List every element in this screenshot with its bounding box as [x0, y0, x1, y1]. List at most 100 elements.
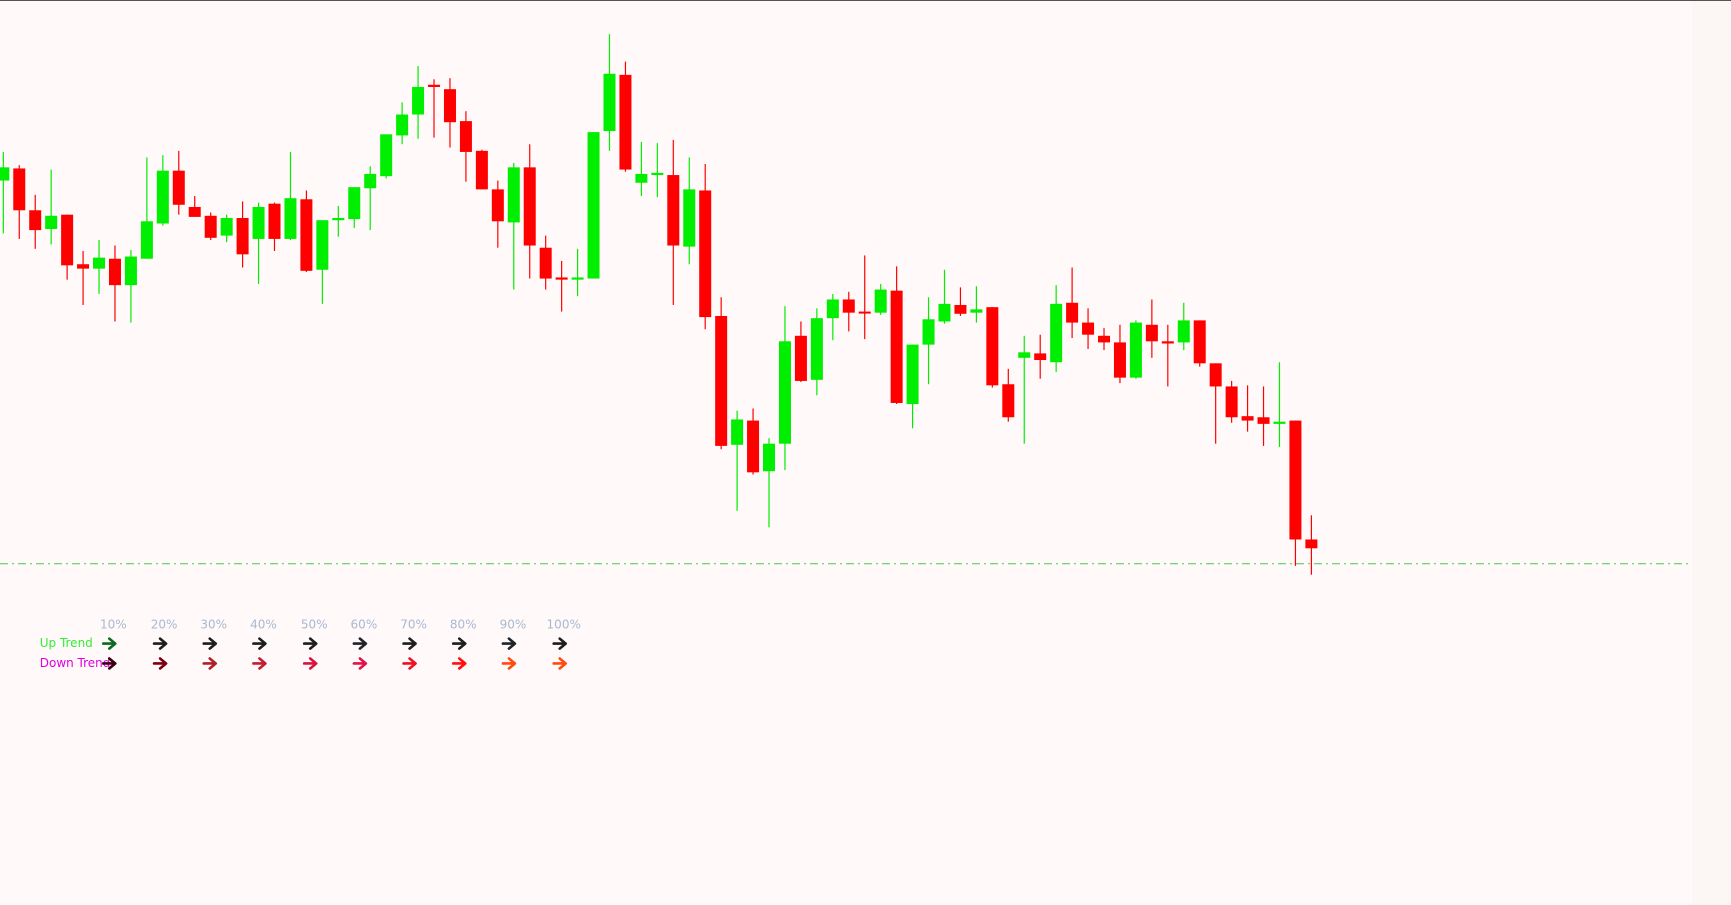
price-scale-strip [1692, 0, 1731, 905]
candle-body [571, 277, 584, 280]
candle-body [332, 217, 345, 221]
candle-body [842, 299, 855, 313]
candle-body [635, 173, 648, 183]
candle-body [539, 247, 552, 279]
candle-body [156, 170, 169, 224]
candle-body [475, 150, 488, 190]
candle-body [619, 74, 632, 170]
candle-body [1066, 302, 1079, 323]
candle-body [300, 199, 313, 271]
candle-body [603, 73, 616, 132]
candle-body [587, 132, 600, 279]
trend-arrow [552, 657, 568, 670]
candle-body [172, 170, 185, 205]
column-header: 80% [450, 617, 477, 631]
candle-body [1209, 363, 1222, 387]
candle-body [794, 335, 807, 381]
trend-arrow [152, 657, 168, 670]
candle-body [380, 134, 393, 177]
column-header: 100% [547, 617, 581, 631]
candle-body [507, 167, 520, 223]
candle-body [1257, 417, 1270, 424]
candle-body [874, 289, 887, 313]
candle-body [954, 304, 967, 314]
trend-arrow [252, 637, 267, 650]
candle-body [810, 318, 823, 380]
candle-body [1098, 335, 1111, 343]
candle-body [715, 315, 728, 446]
trend-arrow [202, 657, 218, 670]
candle-body [1193, 320, 1206, 364]
candle-body [188, 206, 201, 217]
row-label: Down Trend [40, 656, 111, 670]
candle-body [13, 168, 26, 211]
trend-arrow [552, 637, 568, 650]
candle-body [428, 84, 441, 87]
column-header: 60% [351, 617, 378, 631]
candle-body [108, 258, 121, 286]
trend-arrow [302, 637, 318, 650]
candle-body [778, 341, 791, 444]
candle-body [667, 175, 680, 246]
column-header: 20% [151, 617, 178, 631]
candle-body [459, 121, 472, 152]
candle-body [316, 220, 329, 270]
column-header: 30% [200, 617, 227, 631]
candle-body [1225, 386, 1238, 418]
trend-arrow [302, 657, 318, 670]
trend-arrow [451, 637, 467, 650]
candle-body [890, 290, 903, 403]
candle-body [699, 190, 712, 318]
candle-body [1050, 303, 1063, 363]
candle-body [683, 189, 696, 247]
trend-arrow [352, 637, 368, 650]
trend-arrow [451, 657, 467, 670]
trend-arrow [101, 657, 117, 670]
trend-arrow [152, 637, 168, 650]
candle-body [61, 214, 74, 266]
trend-arrow [202, 637, 218, 650]
candle-body [523, 167, 536, 246]
candle-body [1305, 539, 1318, 549]
candle-body [77, 264, 90, 269]
candle-body [491, 189, 504, 222]
candle-body [1161, 341, 1174, 344]
candle-body [236, 217, 249, 255]
candle-body [938, 303, 951, 322]
candle-body [1145, 324, 1158, 342]
trend-arrow [402, 637, 417, 650]
trend-arrow [501, 637, 517, 650]
trend-table: 10% 20% 30% 40% 50% 60% 70% 80% 90% 100% Up Trend D… [40, 617, 581, 670]
candle-body [396, 114, 409, 136]
candle-body [140, 221, 153, 259]
candle-body [252, 206, 265, 239]
candle-body [412, 86, 425, 115]
candle-body [443, 89, 456, 123]
trend-arrow [352, 657, 368, 670]
candle-body [1082, 322, 1095, 335]
column-header: 90% [500, 617, 527, 631]
candle-body [1177, 320, 1190, 343]
candle-body [1018, 352, 1031, 358]
trend-arrow [402, 657, 417, 670]
trend-arrow [101, 637, 117, 650]
column-header: 50% [301, 617, 328, 631]
candle-body [763, 443, 776, 472]
candle-body [93, 257, 106, 269]
candle-body [1113, 342, 1126, 378]
candle-body [29, 210, 42, 231]
candle-body [220, 217, 233, 236]
candle-body [1241, 416, 1254, 421]
candle-body [284, 198, 297, 239]
row-label: Up Trend [40, 636, 93, 650]
candle-body [1034, 353, 1047, 361]
column-header: 70% [400, 617, 427, 631]
candle-body [731, 419, 744, 445]
candle-body [1002, 384, 1015, 418]
trend-arrow [252, 657, 267, 670]
column-header: 40% [250, 617, 277, 631]
candle-body [922, 319, 935, 345]
candle-body [204, 215, 217, 238]
